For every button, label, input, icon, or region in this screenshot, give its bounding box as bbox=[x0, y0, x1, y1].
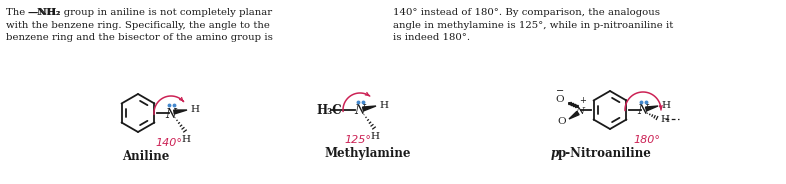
Text: N: N bbox=[166, 107, 177, 121]
Text: H: H bbox=[190, 105, 199, 114]
Text: Aniline: Aniline bbox=[123, 150, 170, 163]
Text: N: N bbox=[575, 107, 585, 116]
Text: H₃C: H₃C bbox=[316, 103, 342, 116]
Text: Methylamine: Methylamine bbox=[325, 147, 411, 160]
Text: 180°: 180° bbox=[634, 135, 660, 145]
Text: +: + bbox=[579, 96, 586, 105]
Text: benzene ring and the bisector of the amino group is: benzene ring and the bisector of the ami… bbox=[6, 33, 273, 42]
Text: H: H bbox=[182, 135, 190, 144]
Text: p-Nitroaniline: p-Nitroaniline bbox=[558, 147, 652, 160]
Polygon shape bbox=[645, 106, 658, 111]
Text: 125°: 125° bbox=[344, 135, 372, 145]
Text: N: N bbox=[637, 105, 648, 118]
Text: angle in methylamine is 125°, while in p-nitroaniline it: angle in methylamine is 125°, while in p… bbox=[393, 20, 674, 29]
Text: O: O bbox=[557, 116, 566, 125]
Text: 140°: 140° bbox=[156, 138, 182, 148]
Text: 140° instead of 180°. By comparison, the analogous: 140° instead of 180°. By comparison, the… bbox=[393, 8, 660, 17]
Text: O: O bbox=[556, 95, 564, 105]
Text: H: H bbox=[370, 132, 380, 141]
Text: is indeed 180°.: is indeed 180°. bbox=[393, 33, 470, 42]
Text: The —NH₂ group in aniline is not completely planar: The —NH₂ group in aniline is not complet… bbox=[6, 8, 272, 17]
Polygon shape bbox=[569, 111, 579, 119]
Polygon shape bbox=[174, 110, 187, 114]
Text: H: H bbox=[661, 102, 670, 111]
Text: N: N bbox=[354, 105, 365, 118]
Text: −: − bbox=[556, 86, 564, 96]
Text: with the benzene ring. Specifically, the angle to the: with the benzene ring. Specifically, the… bbox=[6, 20, 270, 29]
Text: H: H bbox=[379, 102, 388, 111]
Text: —NH₂: —NH₂ bbox=[28, 8, 61, 17]
Text: H: H bbox=[660, 114, 669, 123]
Polygon shape bbox=[362, 106, 376, 111]
Text: p: p bbox=[551, 147, 560, 160]
